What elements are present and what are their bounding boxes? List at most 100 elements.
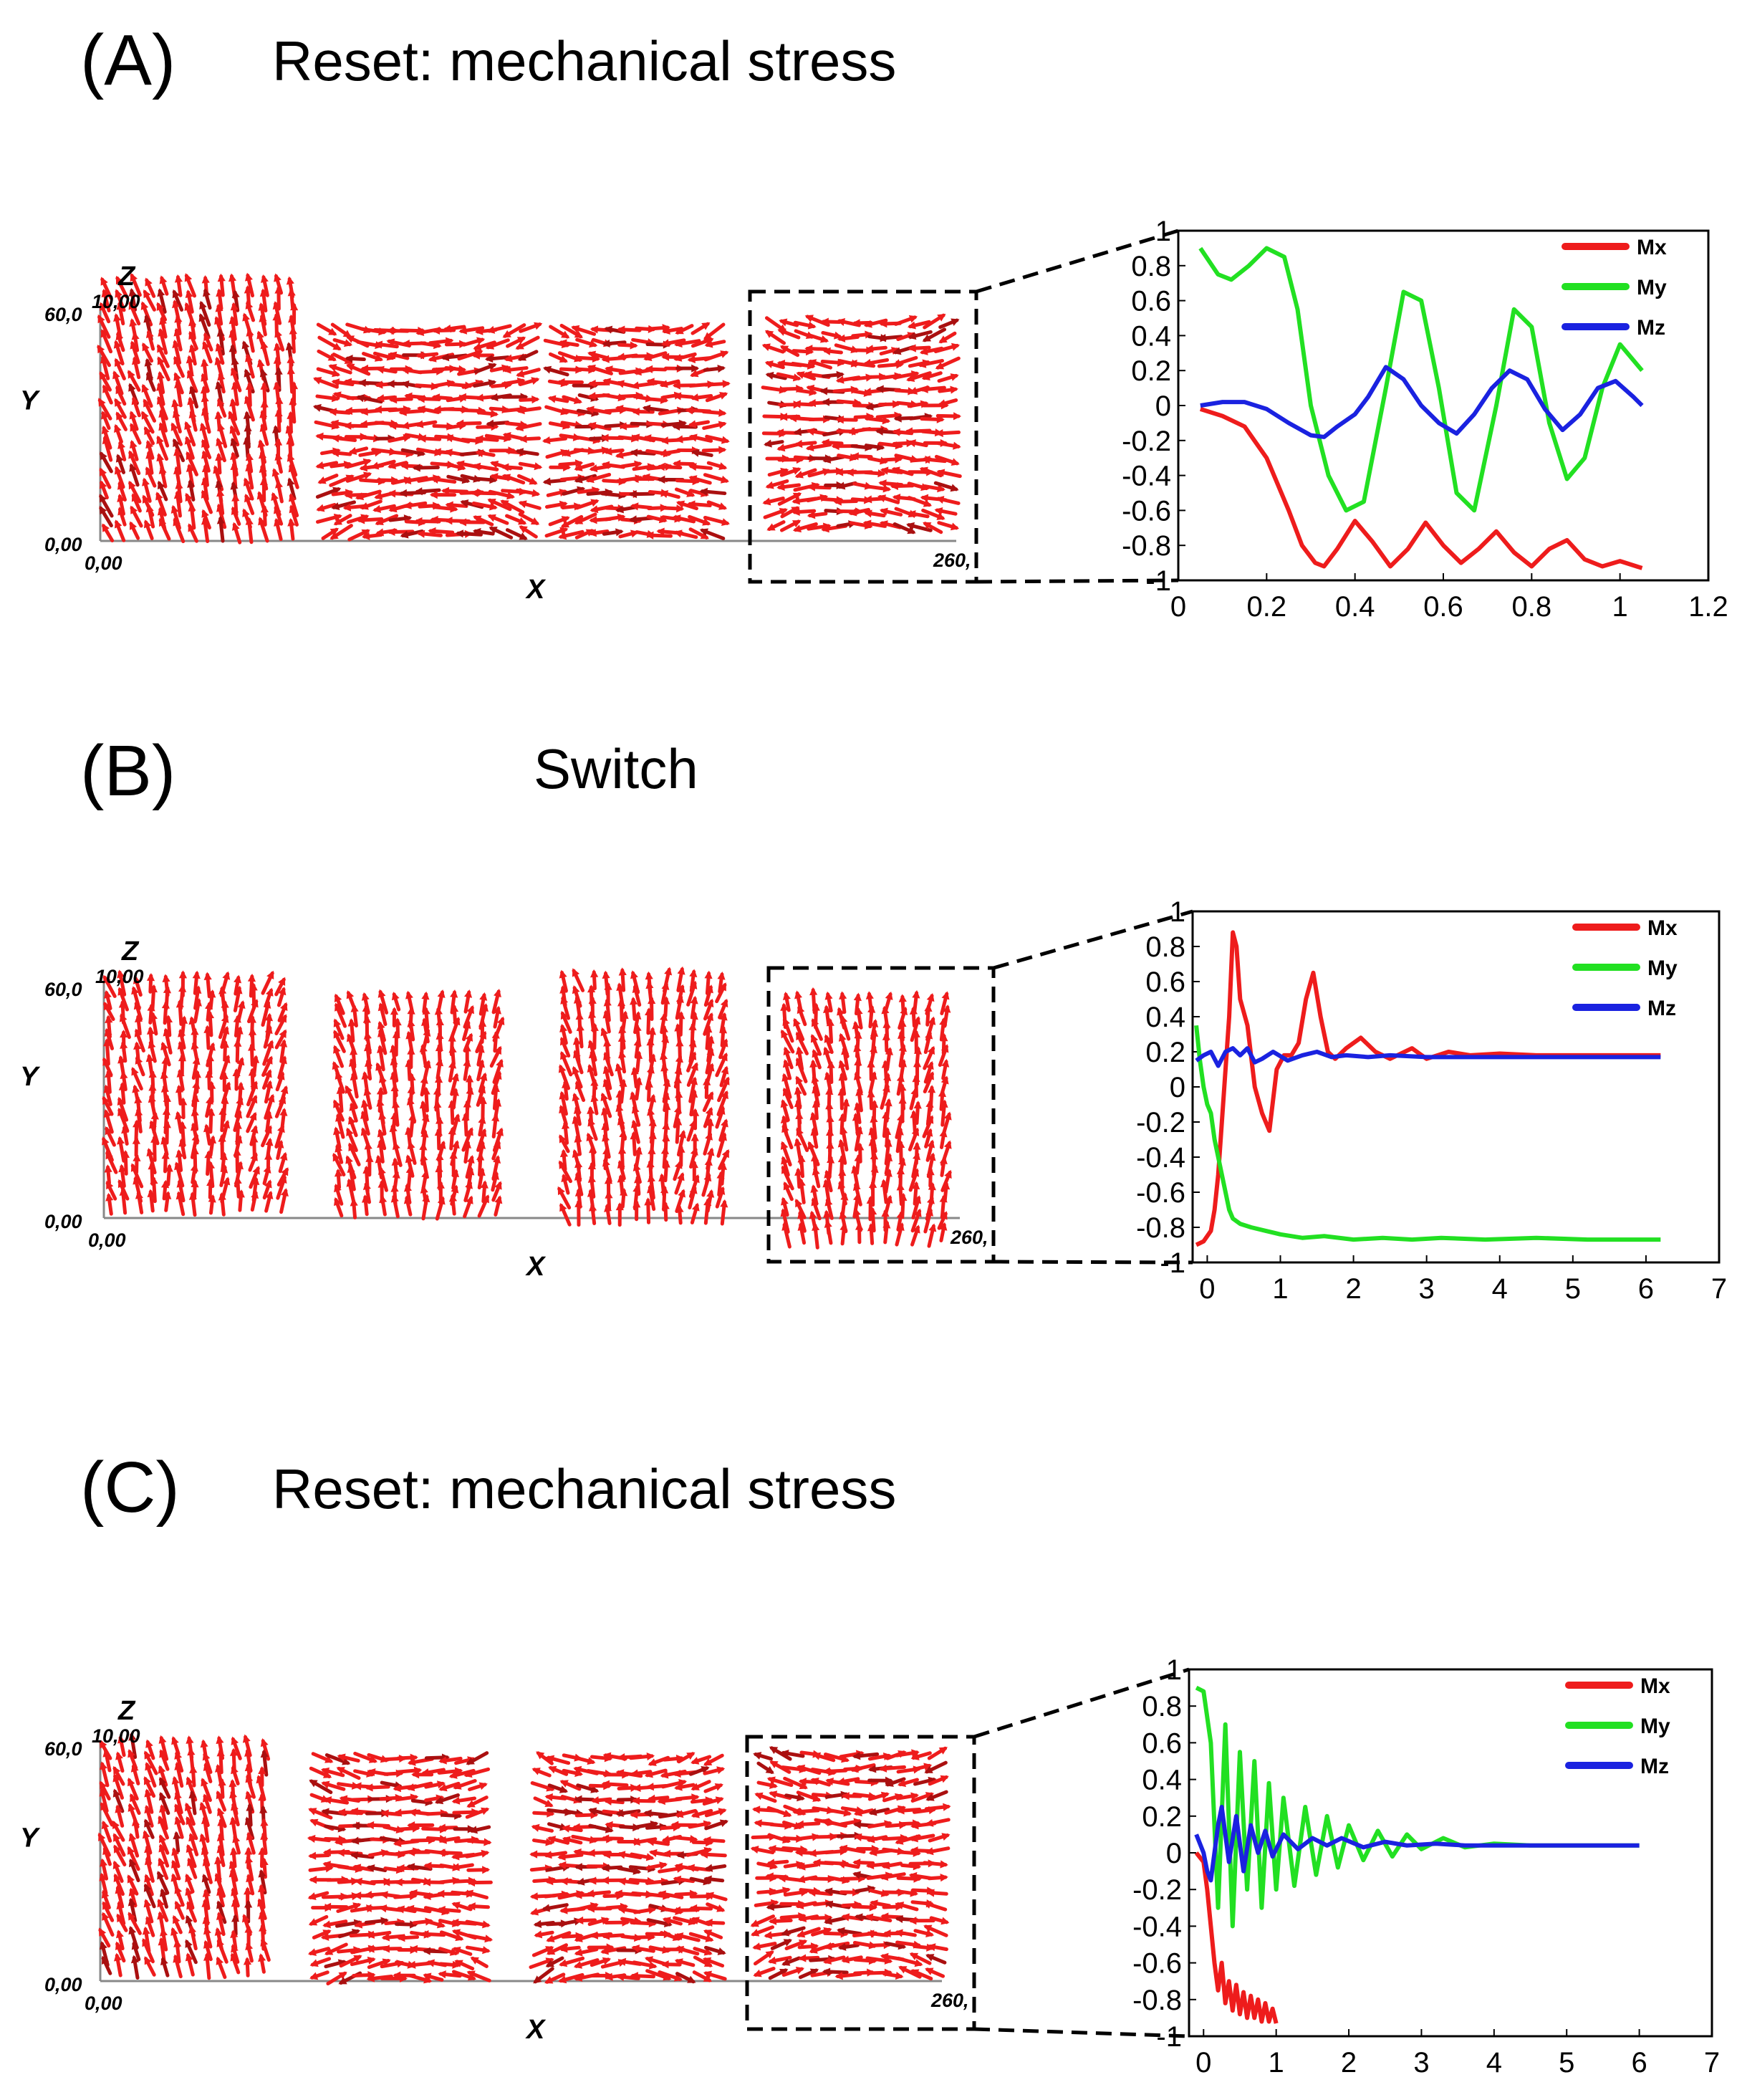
spin-arrow (98, 1927, 111, 1948)
spin-arrow (163, 1191, 172, 1212)
spin-arrow (186, 451, 198, 476)
spin-arrow (428, 353, 455, 363)
spin-arrow (854, 1126, 863, 1152)
spin-arrow (907, 510, 930, 519)
spin-arrow (434, 1128, 443, 1151)
spin-arrow (715, 1053, 728, 1078)
spin-arrow (908, 330, 933, 340)
spin-arrow (131, 1067, 143, 1090)
spin-arrow (850, 452, 873, 461)
spin-arrow (208, 1135, 216, 1157)
spin-arrow (544, 1972, 566, 1984)
spin-arrow (862, 519, 887, 528)
spin-arrow (148, 1040, 157, 1063)
spin-arrow (688, 1765, 710, 1776)
spin-arrow (756, 1761, 774, 1774)
spin-arrow (129, 521, 140, 540)
spin-arrow (160, 1956, 170, 1977)
spin-arrow (119, 1013, 131, 1040)
spin-arrow (850, 1763, 876, 1773)
spin-arrow (277, 1055, 287, 1080)
spin-arrow (688, 462, 713, 471)
spin-arrow (217, 1818, 226, 1841)
spin-arrow (935, 356, 961, 370)
spin-arrow (491, 1140, 501, 1161)
spin-arrow (542, 365, 569, 377)
spin-arrow (158, 1857, 169, 1880)
spin-arrow (925, 1139, 935, 1162)
spin-arrow (289, 493, 299, 517)
spin-arrow (691, 1755, 712, 1765)
spin-arrow (766, 1859, 789, 1867)
spin-arrow (812, 1752, 836, 1763)
spin-arrow (493, 1005, 501, 1029)
spin-arrow (102, 1095, 114, 1116)
spin-arrow (867, 1791, 890, 1801)
spin-arrow (925, 1846, 951, 1856)
spin-arrow (505, 514, 527, 525)
spin-arrow (377, 1045, 385, 1072)
spin-arrow (795, 1901, 817, 1909)
spin-arrow (764, 330, 786, 345)
spin-arrow (144, 1805, 154, 1828)
spin-arrow (131, 396, 141, 418)
spin-arrow (588, 529, 610, 537)
spin-arrow (361, 532, 383, 540)
spin-arrow (145, 466, 157, 488)
spin-arrow (659, 379, 680, 388)
spin-arrow (172, 289, 184, 312)
spin-arrow (145, 371, 156, 392)
series-line-My (1194, 1025, 1661, 1242)
spin-arrow (780, 1099, 790, 1122)
spin-arrow (895, 1929, 917, 1937)
spin-arrow (769, 1746, 792, 1761)
spin-arrow (644, 1956, 666, 1966)
spin-arrow (454, 1960, 475, 1971)
spin-arrow (289, 504, 299, 527)
spin-arrow (396, 1753, 418, 1762)
x-tick-label: 3 (1413, 2047, 1429, 2079)
spin-arrow (234, 1038, 242, 1063)
spin-arrow (187, 370, 198, 393)
spin-arrow (127, 1874, 139, 1896)
spin-arrow (702, 421, 727, 431)
spin-arrow (826, 1017, 834, 1044)
spin-arrow (533, 1796, 554, 1808)
spin-arrow (150, 1134, 159, 1162)
spin-arrow (99, 494, 114, 518)
spin-arrow (472, 462, 499, 471)
spin-arrow (658, 1970, 683, 1982)
spin-arrow (376, 394, 397, 403)
spin-arrow (877, 494, 900, 504)
spin-arrow (939, 1222, 948, 1242)
spin-arrow (431, 393, 453, 402)
spin-arrow (853, 1808, 875, 1817)
spin-arrow (156, 302, 168, 322)
spin-arrow (921, 371, 943, 380)
spin-arrow (421, 1194, 430, 1221)
spin-arrow (489, 1045, 502, 1068)
spin-arrow (161, 1151, 170, 1174)
spin-arrow (188, 1833, 199, 1856)
spin-arrow (573, 1958, 600, 1969)
y-tick-label: -0.2 (1122, 426, 1171, 457)
spin-arrow (542, 436, 567, 445)
spin-arrow (927, 1943, 948, 1952)
spin-arrow (261, 970, 274, 995)
spin-arrow (230, 1952, 241, 1975)
spin-arrow (938, 1044, 949, 1067)
spin-arrow (645, 365, 668, 373)
spin-arrow (717, 971, 726, 994)
spin-arrow (158, 1777, 171, 1799)
spin-arrow (274, 1123, 285, 1149)
spin-arrow (704, 1918, 726, 1927)
spin-arrow (691, 322, 711, 335)
spin-arrow (99, 1761, 110, 1788)
spin-arrow (99, 467, 112, 489)
spin-arrow (97, 344, 111, 368)
spin-arrow (838, 1072, 847, 1096)
spin-arrow (163, 1120, 171, 1145)
spin-arrow (102, 974, 117, 998)
spin-arrow (362, 1181, 371, 1204)
spin-arrow (473, 379, 497, 388)
